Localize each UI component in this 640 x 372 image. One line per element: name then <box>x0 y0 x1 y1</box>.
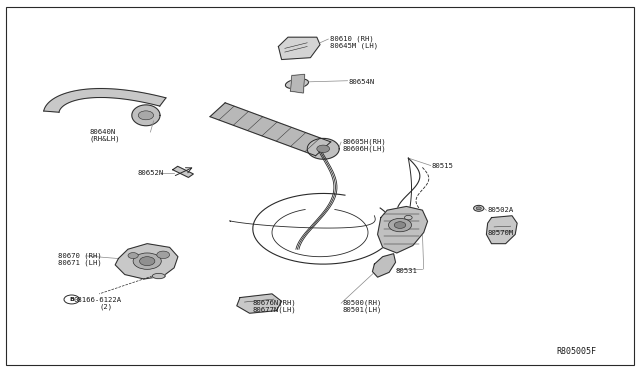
Polygon shape <box>152 273 165 279</box>
Circle shape <box>157 251 170 259</box>
Text: 80654N: 80654N <box>349 79 375 85</box>
Polygon shape <box>278 37 320 60</box>
Text: 80605H(RH): 80605H(RH) <box>342 139 386 145</box>
Text: 80640N: 80640N <box>90 129 116 135</box>
Polygon shape <box>486 216 517 244</box>
Text: 80645M (LH): 80645M (LH) <box>330 42 378 49</box>
Circle shape <box>394 222 406 228</box>
Circle shape <box>476 207 481 210</box>
Text: 08166-6122A: 08166-6122A <box>74 297 122 303</box>
Polygon shape <box>44 89 166 112</box>
Text: 80502A: 80502A <box>488 207 514 213</box>
Text: 80676N(RH): 80676N(RH) <box>253 300 296 307</box>
Circle shape <box>474 205 484 211</box>
Text: 80652N: 80652N <box>138 170 164 176</box>
Text: 80500(RH): 80500(RH) <box>342 300 382 307</box>
Polygon shape <box>132 105 160 126</box>
Polygon shape <box>210 103 331 156</box>
Text: R805005F: R805005F <box>557 347 596 356</box>
Text: 80606H(LH): 80606H(LH) <box>342 145 386 152</box>
Circle shape <box>404 215 412 220</box>
Circle shape <box>128 253 138 259</box>
Polygon shape <box>372 254 396 277</box>
Circle shape <box>138 111 154 120</box>
Text: 80531: 80531 <box>396 268 417 274</box>
Polygon shape <box>378 206 428 253</box>
Text: 80670 (RH): 80670 (RH) <box>58 253 101 259</box>
Text: 80671 (LH): 80671 (LH) <box>58 259 101 266</box>
Text: 80677N(LH): 80677N(LH) <box>253 306 296 313</box>
Polygon shape <box>173 166 193 177</box>
Circle shape <box>140 257 155 266</box>
Text: 80501(LH): 80501(LH) <box>342 306 382 313</box>
Circle shape <box>133 253 161 269</box>
Circle shape <box>317 145 330 153</box>
Polygon shape <box>285 79 308 89</box>
Polygon shape <box>291 74 305 93</box>
Circle shape <box>388 218 412 232</box>
Text: 80610 (RH): 80610 (RH) <box>330 36 373 42</box>
Text: (RH&LH): (RH&LH) <box>90 135 120 142</box>
Polygon shape <box>237 294 282 313</box>
Polygon shape <box>307 138 339 159</box>
Polygon shape <box>115 244 178 279</box>
Text: 80570M: 80570M <box>488 230 514 235</box>
Text: B: B <box>69 297 74 302</box>
Text: 80515: 80515 <box>432 163 454 169</box>
Text: (2): (2) <box>99 304 113 310</box>
